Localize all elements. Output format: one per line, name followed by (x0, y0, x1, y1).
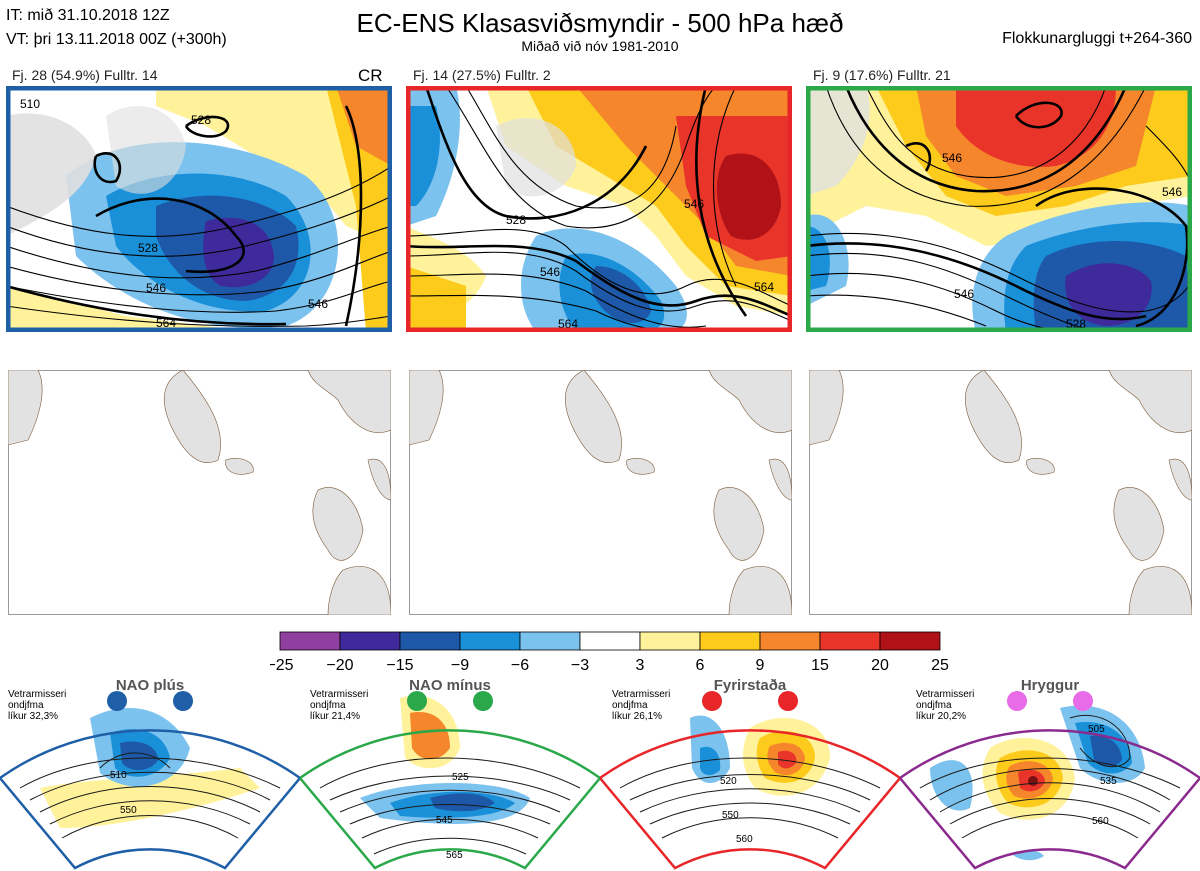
contour-label: 546 (540, 265, 560, 279)
regime-blocking: Fyrirstaða Vetrarmisseri ondjfma líkur 2… (600, 678, 900, 870)
cluster-1-contour-labels: 510 528 528 546 546 564 (20, 97, 328, 330)
contour-label: 546 (684, 197, 704, 211)
cluster-1-label: Fj. 28 (54.9%) Fulltr. 14 (12, 67, 158, 83)
contour-label: 564 (156, 316, 176, 330)
regime-info: líkur 32,3% (8, 711, 58, 722)
contour-label: 520 (720, 776, 737, 787)
regime-ridge: Hryggur Vetrarmisseri ondjfma líkur 20,2… (900, 678, 1200, 870)
contour-label: 528 (191, 113, 211, 127)
legend-swatch (759, 631, 821, 651)
contour-label: 505 (1088, 724, 1105, 735)
legend-swatch (879, 631, 941, 651)
classification-window: Flokkunargluggi t+264-360 (1002, 30, 1192, 47)
legend-tick-label: −3 (571, 657, 589, 674)
contour-label: 545 (436, 815, 453, 826)
valid-time: VT: þri 13.11.2018 00Z (+300h) (6, 31, 227, 48)
legend-tick-label: 25 (931, 657, 949, 674)
regime-marker-icon (173, 691, 193, 711)
regime-title: Hryggur (1021, 678, 1080, 694)
cluster-2-label: Fj. 14 (27.5%) Fulltr. 2 (413, 67, 551, 83)
regime-nao-plus: NAO plús Vetrarmisseri ondjfma líkur 32,… (0, 678, 300, 870)
regime-marker-icon (1073, 691, 1093, 711)
contour-label: 550 (120, 805, 137, 816)
regime-marker-icon (778, 691, 798, 711)
regime-marker-icon (107, 691, 127, 711)
page-subtitle: Miðað við nóv 1981-2010 (521, 38, 679, 54)
regime-info: líkur 26,1% (612, 711, 662, 722)
legend-swatch (819, 631, 881, 651)
cluster-1-tag: CR (358, 66, 383, 85)
page-title: EC-ENS Klasasviðsmyndir - 500 hPa hæð (356, 8, 844, 38)
regime-title: NAO mínus (409, 678, 491, 694)
contour-label: 546 (308, 297, 328, 311)
contour-label: 550 (722, 810, 739, 821)
regime-title: NAO plús (116, 678, 184, 694)
regime-marker-icon (1007, 691, 1027, 711)
legend-swatch (339, 631, 401, 651)
legend-tick-label: 9 (756, 657, 765, 674)
regime-info: ondjfma (612, 700, 648, 711)
legend-tick-label: −25 (270, 657, 294, 674)
regime-nao-minus: NAO mínus Vetrarmisseri ondjfma líkur 21… (300, 678, 600, 870)
legend-tick-label: 20 (871, 657, 889, 674)
legend-tick-label: −6 (511, 657, 529, 674)
background-map-2 (409, 370, 792, 615)
contour-label: 560 (736, 834, 753, 845)
anomaly-legend: −25 −20 −15 −9 −6 −3 3 6 9 15 20 25 (270, 631, 949, 674)
regime-marker-icon (473, 691, 493, 711)
cluster-2-contour-labels: 528 546 546 564 564 (506, 197, 774, 331)
legend-tick-label: −9 (451, 657, 469, 674)
legend-swatch (279, 631, 341, 651)
regime-marker-icon (702, 691, 722, 711)
legend-swatch (639, 631, 701, 651)
contour-label: 510 (110, 770, 127, 781)
cluster-2-map: 528 546 546 564 564 (406, 86, 792, 332)
regime-info: líkur 20,2% (916, 711, 966, 722)
contour-label: 564 (754, 280, 774, 294)
legend-swatch (399, 631, 461, 651)
legend-tick-label: 3 (636, 657, 645, 674)
regime-info: ondjfma (916, 700, 952, 711)
legend-swatch (579, 631, 641, 651)
cluster-3-map: 546 546 528 546 (806, 86, 1192, 332)
regime-info: Vetrarmisseri (916, 689, 974, 700)
regime-info: ondjfma (310, 700, 346, 711)
regime-title: Fyrirstaða (714, 678, 787, 694)
contour-label: 546 (942, 151, 962, 165)
contour-label: 546 (1162, 185, 1182, 199)
legend-swatches (279, 631, 941, 651)
contour-label: 510 (20, 97, 40, 111)
legend-tick-label: −20 (326, 657, 353, 674)
contour-label: 546 (146, 281, 166, 295)
contour-label: 525 (452, 772, 469, 783)
background-map-1 (8, 370, 391, 615)
legend-tick-label: 6 (696, 657, 705, 674)
contour-label: 528 (506, 213, 526, 227)
regime-info: Vetrarmisseri (612, 689, 670, 700)
contour-label: 528 (138, 241, 158, 255)
legend-swatch (519, 631, 581, 651)
regime-info: Vetrarmisseri (310, 689, 368, 700)
regime-info: líkur 21,4% (310, 711, 360, 722)
legend-ticks: −25 −20 −15 −9 −6 −3 3 6 9 15 20 25 (270, 657, 949, 674)
legend-swatch (459, 631, 521, 651)
contour-label: 565 (446, 850, 463, 861)
background-map-3 (809, 370, 1192, 615)
cluster-1-map: 510 528 528 546 546 564 (6, 86, 392, 332)
regime-info: ondjfma (8, 700, 44, 711)
legend-swatch (699, 631, 761, 651)
contour-label: 560 (1092, 816, 1109, 827)
regime-info: Vetrarmisseri (8, 689, 66, 700)
contour-label: 535 (1100, 776, 1117, 787)
initial-time: IT: mið 31.10.2018 12Z (6, 7, 170, 24)
cluster-3-label: Fj. 9 (17.6%) Fulltr. 21 (813, 67, 951, 83)
legend-tick-label: 15 (811, 657, 829, 674)
contour-label: 546 (954, 287, 974, 301)
regime-marker-icon (407, 691, 427, 711)
legend-tick-label: −15 (386, 657, 413, 674)
